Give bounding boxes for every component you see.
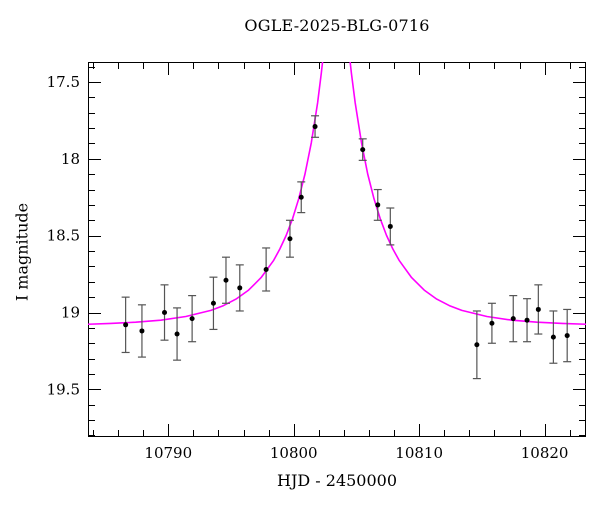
- x-tick-label: 10810: [395, 444, 443, 462]
- chart-title: OGLE-2025-BLG-0716: [244, 16, 430, 35]
- x-axis-label: HJD - 2450000: [276, 471, 398, 490]
- data-point: [386, 207, 395, 246]
- data-point: [173, 307, 182, 361]
- data-point: [209, 276, 218, 331]
- data-point: [487, 302, 496, 344]
- y-tick-label: 19: [61, 304, 80, 322]
- data-point: [373, 188, 382, 221]
- data-point: [523, 298, 532, 343]
- x-tick-label: 10790: [144, 444, 192, 462]
- data-point: [472, 310, 481, 380]
- x-axis: 10790 10800 10810 10820: [93, 63, 571, 462]
- plot-frame: [88, 62, 586, 437]
- x-tick-label: 10820: [521, 444, 569, 462]
- data-point: [534, 284, 543, 335]
- microlensing-model-fit: [88, 62, 586, 326]
- x-tick-label: 10800: [270, 444, 318, 462]
- y-axis-label: I magnitude: [12, 202, 32, 302]
- data-point: [285, 219, 294, 258]
- data-points: [121, 115, 572, 380]
- data-point: [358, 138, 367, 161]
- data-point: [509, 295, 518, 343]
- y-tick-label: 18.5: [47, 227, 80, 245]
- data-point: [221, 256, 230, 304]
- data-point: [188, 295, 197, 343]
- data-point: [563, 308, 572, 363]
- data-point: [160, 284, 169, 341]
- y-tick-label: 19.5: [47, 380, 80, 398]
- data-point: [121, 296, 130, 354]
- data-point: [549, 310, 558, 364]
- data-point: [262, 247, 271, 292]
- y-tick-label: 18: [61, 150, 80, 168]
- data-point: [297, 181, 306, 214]
- data-point: [137, 304, 146, 358]
- data-point: [235, 264, 244, 312]
- data-point: [311, 115, 320, 138]
- y-tick-label: 17.5: [47, 73, 80, 91]
- y-axis: 17.5 18 18.5 19 19.5: [47, 67, 585, 436]
